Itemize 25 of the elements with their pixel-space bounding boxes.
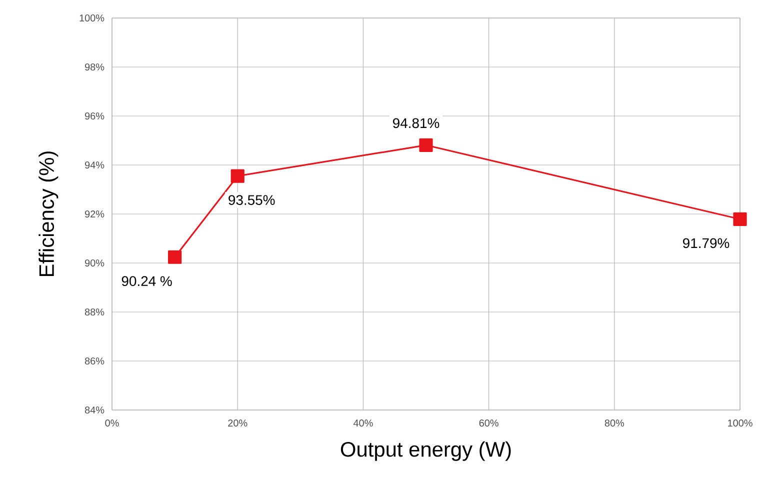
y-tick-label: 94% — [85, 161, 104, 169]
data-label: 90.24 % — [122, 276, 172, 286]
y-tick-label: 96% — [85, 112, 104, 120]
x-tick-label: 100% — [728, 420, 752, 427]
point — [419, 138, 433, 152]
y-tick-label: 88% — [84, 308, 104, 316]
y-tick-label: 98% — [85, 63, 104, 71]
x-axis-title: Output energy (W) — [340, 441, 511, 461]
y-axis-title: Efficiency (%) — [38, 152, 58, 276]
x-tick-label: 60% — [479, 420, 498, 427]
x-tick-label: 0% — [105, 420, 119, 427]
x-tick-label: 40% — [353, 420, 373, 427]
y-tick-label: 86% — [84, 357, 104, 365]
x-tick-label: 80% — [604, 420, 624, 427]
y-tick-label: 92% — [85, 210, 104, 218]
point — [733, 212, 747, 226]
y-tick-label: 100% — [80, 14, 104, 22]
point — [168, 250, 182, 264]
y-tick-label: 90% — [85, 259, 104, 267]
data-label: 94.81% — [393, 118, 440, 128]
data-label: 91.79% — [683, 238, 730, 248]
point — [230, 169, 244, 183]
data-label: 93.55% — [228, 195, 275, 205]
x-tick-label: 20% — [228, 420, 248, 427]
y-tick-label: 84% — [84, 406, 104, 414]
